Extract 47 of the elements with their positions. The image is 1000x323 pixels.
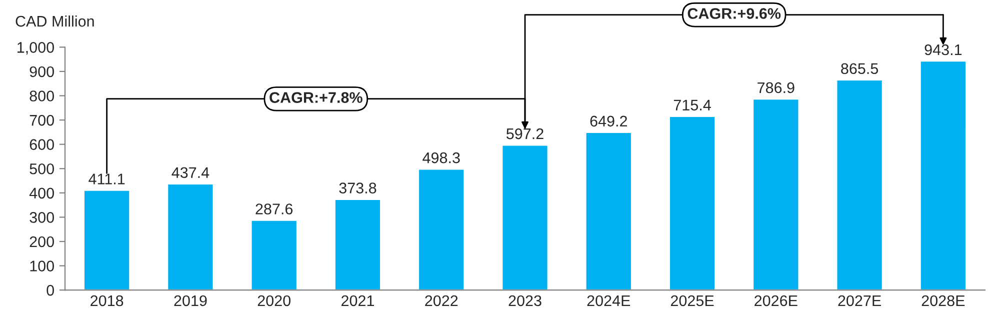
x-tick-label: 2025E: [670, 295, 714, 306]
y-tick-label: 400: [29, 188, 54, 199]
bar: [418, 168, 466, 290]
bar: [334, 198, 382, 290]
y-tick-label: 100: [30, 260, 54, 272]
data-label: 943.1: [924, 44, 962, 56]
x-tick-label: 2019: [174, 295, 207, 306]
x-tick-label: 2023: [508, 295, 542, 306]
bar: [752, 98, 800, 290]
data-label: 597.2: [506, 128, 544, 140]
x-tick-label: 2024E: [587, 295, 630, 306]
bar: [501, 144, 549, 290]
y-tick-label: 700: [30, 114, 54, 126]
data-label: 373.8: [339, 182, 376, 194]
x-tick-label: 2022: [425, 295, 458, 306]
y-tick-label: 200: [30, 236, 54, 248]
data-label: 786.9: [758, 82, 794, 94]
y-axis-title: CAD Million: [16, 15, 94, 27]
annotation: CAGR:+7.8%: [270, 92, 362, 103]
y-tick-label: 500: [30, 163, 54, 174]
x-tick-label: 2027E: [838, 295, 881, 306]
data-label: 411.1: [88, 174, 125, 184]
y-tick-label: 1,000: [18, 42, 54, 55]
text: CAGR:+9.6%: [688, 8, 781, 19]
y-tick-label: 800: [30, 90, 54, 102]
x-tick-label: 2018: [90, 295, 124, 306]
data-label: 649.2: [590, 116, 627, 127]
data-label: 865.5: [841, 63, 878, 74]
bar: [584, 132, 632, 290]
y-tick-label: 300: [30, 212, 54, 223]
x-tick-label: 2020: [258, 295, 290, 306]
y-tick-label: 0: [46, 284, 54, 296]
data-label: 715.4: [674, 100, 711, 110]
data-label: 498.3: [422, 152, 460, 164]
data-label: 437.4: [172, 167, 210, 178]
y-tick-label: 600: [30, 139, 54, 150]
x-tick-label: 2021: [342, 295, 374, 306]
bar: [668, 116, 716, 290]
bar: [836, 79, 884, 290]
y-tick-label: 900: [30, 66, 54, 78]
bar: [166, 183, 214, 290]
bar: [919, 60, 967, 290]
bar: [83, 190, 131, 290]
data-label: 287.6: [256, 204, 293, 214]
x-tick-label: 2026E: [754, 295, 798, 306]
x-tick-label: 2028E: [922, 295, 965, 306]
bar: [250, 220, 298, 290]
